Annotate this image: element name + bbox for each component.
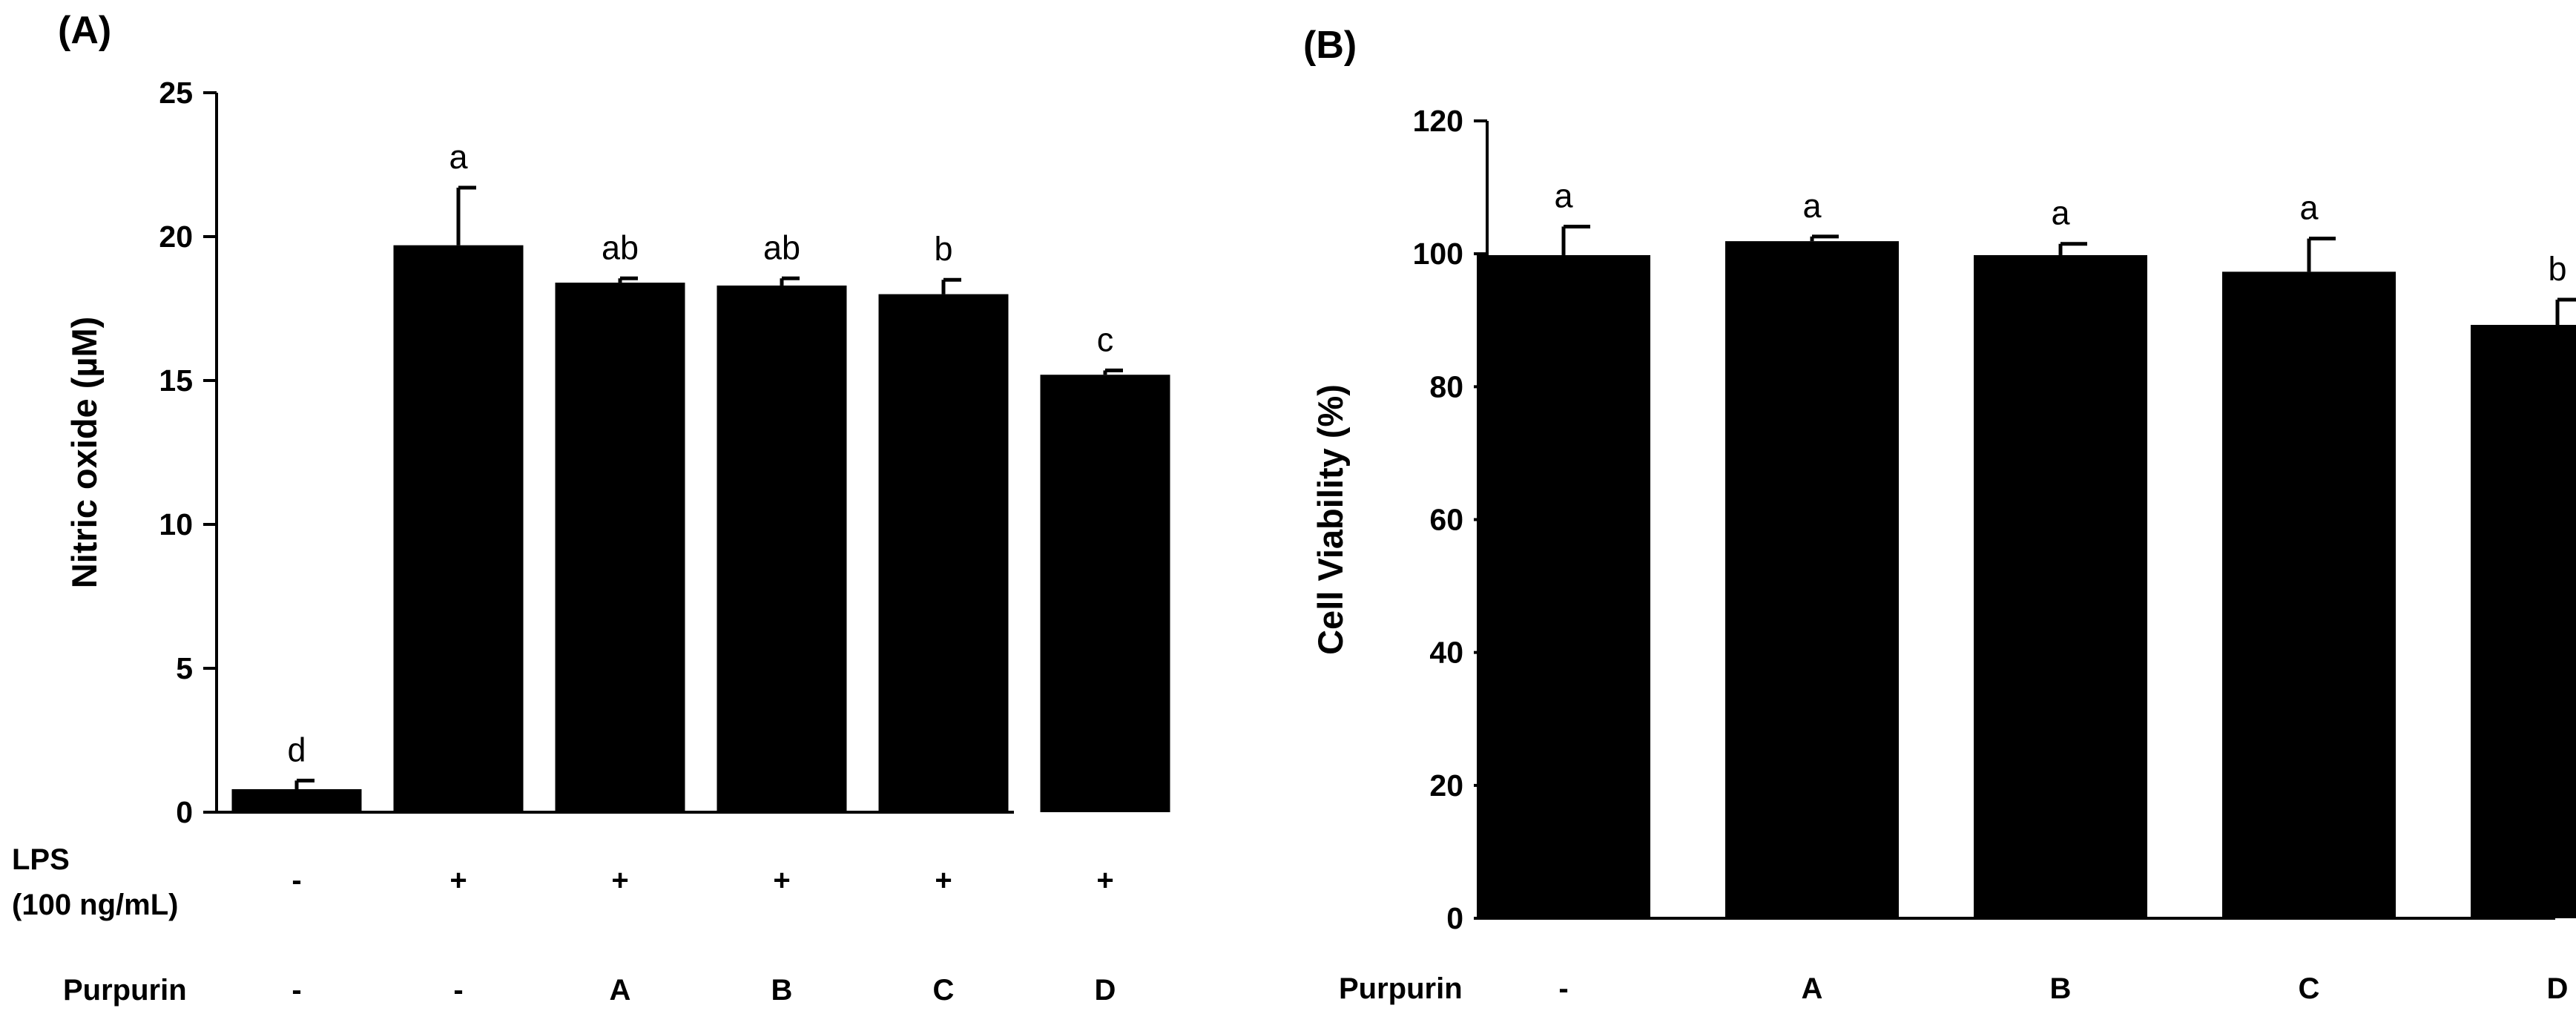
purpurin-row-label: Purpurin	[1339, 972, 1463, 1005]
y-tick-label: 15	[159, 363, 193, 398]
lps-row-label: LPS	[12, 843, 70, 876]
significance-label: a	[2051, 194, 2070, 232]
purpurin-value: D	[1095, 974, 1116, 1007]
chart-cell-viability: 0 20 40 60 80 100 120 Cell Viability (%) a a a a b Pu…	[1311, 104, 2576, 1005]
y-tick-label: 0	[176, 795, 193, 829]
purpurin-value: -	[453, 974, 463, 1007]
y-tick-label: 100	[1413, 237, 1463, 271]
significance-label: a	[449, 138, 468, 176]
lps-value: +	[935, 864, 952, 897]
significance-label: c	[1097, 320, 1114, 358]
purpurin-value: A	[610, 974, 631, 1007]
y-tick-label: 10	[159, 507, 193, 541]
y-tick-label: 20	[159, 220, 193, 254]
significance-label: a	[2299, 189, 2319, 227]
bar	[2222, 271, 2396, 919]
purpurin-value: D	[2547, 972, 2569, 1005]
purpurin-value: A	[1802, 972, 1823, 1005]
purpurin-value: B	[2050, 972, 2072, 1005]
y-tick-label: 80	[1429, 369, 1463, 403]
purpurin-value: -	[1558, 972, 1568, 1005]
significance-label: a	[1554, 177, 1573, 214]
lps-value: +	[773, 864, 790, 897]
bar	[717, 285, 847, 813]
y-tick-label: 25	[159, 76, 193, 110]
chart-nitric-oxide: 0 5 10 15 20 25 Nitric oxide (µM) d a ab ab b c LPS (1…	[12, 76, 1170, 1007]
lps-value: +	[1096, 864, 1113, 897]
bar	[393, 245, 524, 812]
bar	[1477, 254, 1650, 918]
y-axis-title: Nitric oxide (µM)	[65, 317, 104, 589]
bar	[555, 283, 685, 813]
purpurin-value: C	[2299, 972, 2320, 1005]
bar	[1725, 241, 1899, 918]
purpurin-value: -	[291, 974, 301, 1007]
y-tick-label: 0	[1446, 901, 1463, 935]
bar	[2471, 325, 2576, 918]
panel-b-label: (B)	[1303, 24, 1357, 67]
bar	[1974, 254, 2147, 918]
bar	[1040, 375, 1170, 812]
lps-value: +	[449, 864, 467, 897]
y-tick-label: 5	[176, 651, 193, 685]
significance-label: ab	[602, 228, 639, 266]
significance-label: b	[2548, 250, 2566, 288]
y-tick-label: 60	[1429, 503, 1463, 537]
y-axis-title: Cell Viability (%)	[1311, 384, 1350, 655]
lps-value: +	[611, 864, 628, 897]
bar	[878, 294, 1009, 813]
purpurin-value: C	[933, 974, 955, 1007]
significance-label: d	[287, 731, 306, 768]
y-tick-label: 40	[1429, 636, 1463, 670]
y-tick-label: 120	[1413, 104, 1463, 138]
significance-label: ab	[763, 228, 800, 266]
significance-label: a	[1802, 187, 1822, 225]
purpurin-value: B	[771, 974, 793, 1007]
bar	[231, 788, 362, 812]
lps-concentration-label: (100 ng/mL)	[12, 889, 178, 921]
purpurin-row-label: Purpurin	[63, 974, 187, 1007]
lps-value: -	[291, 864, 301, 897]
panel-a-label: (A)	[58, 9, 111, 52]
significance-label: b	[934, 230, 952, 268]
y-tick-label: 20	[1429, 768, 1463, 803]
